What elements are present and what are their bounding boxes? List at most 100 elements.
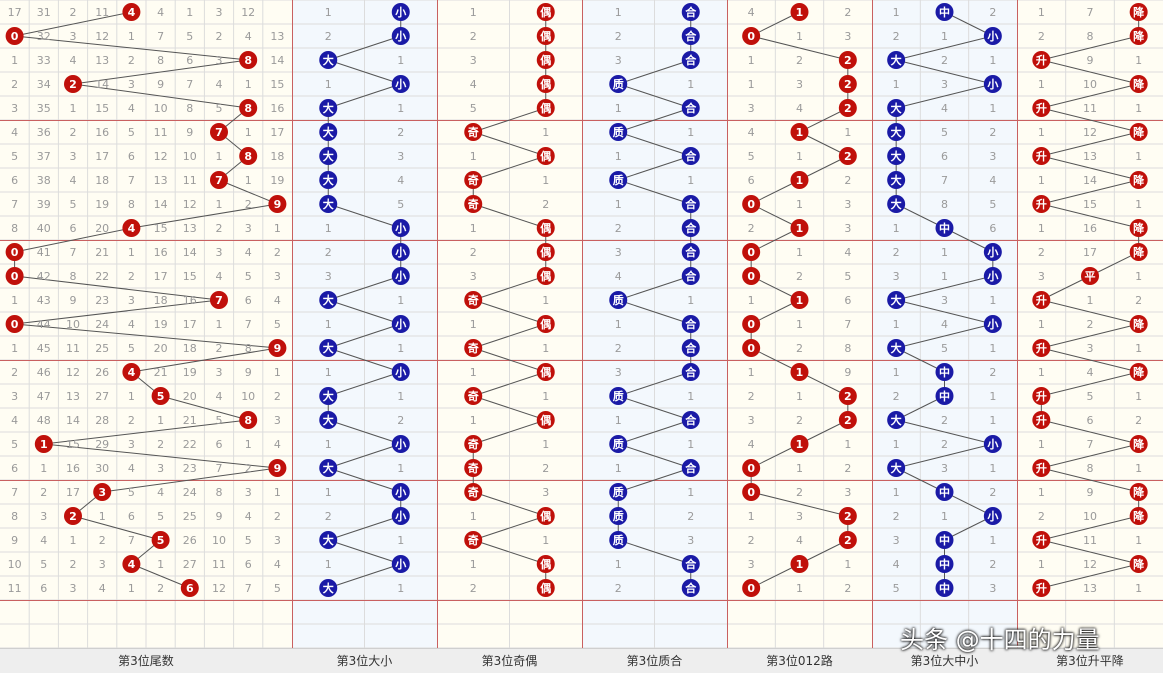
miss-count: 3	[216, 246, 223, 259]
ball	[742, 339, 761, 357]
miss-count: 13	[1083, 582, 1097, 595]
miss-count: 14	[1083, 174, 1097, 187]
miss-count: 2	[157, 582, 164, 595]
ball	[64, 507, 82, 525]
trend-line	[1041, 299, 1139, 325]
miss-count: 3	[70, 582, 77, 595]
ball-label: 2	[844, 54, 852, 67]
trend-line	[328, 563, 401, 589]
ball	[536, 315, 555, 333]
miss-count: 4	[941, 318, 948, 331]
miss-count: 7	[11, 198, 18, 211]
miss-count: 2	[325, 246, 332, 259]
ball	[464, 387, 483, 405]
ball-label: 小	[986, 437, 998, 451]
watermark: 头条 @十四的力量	[900, 626, 1100, 654]
ball	[391, 219, 410, 237]
ball-label: 大	[323, 293, 334, 307]
trend-line	[751, 491, 848, 517]
ball	[239, 51, 258, 69]
ball	[210, 123, 228, 141]
miss-count: 4	[128, 102, 135, 115]
ball-label: 升	[1036, 197, 1047, 211]
miss-count: 30	[95, 462, 109, 475]
ball-label: 升	[1036, 293, 1047, 307]
ball-label: 中	[939, 365, 950, 379]
ball-value: 4	[128, 366, 136, 379]
miss-count: 3	[748, 558, 755, 571]
miss-count: 1	[397, 342, 404, 355]
miss-count: 19	[154, 318, 168, 331]
miss-count: 3	[615, 54, 622, 67]
trend-line	[1041, 539, 1139, 565]
ball	[742, 315, 761, 333]
miss-count: 2	[128, 54, 135, 67]
ball-label: 质	[613, 389, 624, 403]
ball-label: 合	[685, 581, 697, 595]
ball	[887, 171, 906, 189]
ball	[838, 411, 857, 429]
miss-count: 29	[95, 438, 109, 451]
miss-count: 11	[183, 174, 197, 187]
miss-count: 2	[893, 390, 900, 403]
trend-line	[72, 59, 249, 85]
ball	[239, 147, 258, 165]
miss-count: 1	[70, 102, 77, 115]
ball	[887, 291, 906, 309]
ball	[536, 219, 555, 237]
ball-label: 偶	[540, 581, 551, 595]
ball	[239, 411, 258, 429]
miss-count: 2	[1135, 414, 1142, 427]
ball-label: 升	[1036, 581, 1047, 595]
miss-count: 5	[40, 558, 47, 571]
miss-count: 6	[40, 582, 47, 595]
ball-label: 降	[1133, 77, 1145, 91]
ball-label: 0	[747, 462, 755, 475]
ball-label: 0	[747, 198, 755, 211]
miss-count: 1	[1135, 342, 1142, 355]
ball-label: 偶	[540, 77, 551, 91]
miss-count: 11	[8, 582, 22, 595]
ball-label: 小	[394, 245, 406, 259]
miss-count: 2	[70, 6, 77, 19]
ball	[887, 459, 906, 477]
trend-line	[1041, 563, 1139, 589]
miss-count: 7	[186, 78, 193, 91]
ball	[935, 3, 954, 21]
miss-count: 2	[748, 222, 755, 235]
miss-count: 1	[470, 150, 477, 163]
ball	[5, 243, 24, 261]
trend-line	[1041, 323, 1139, 349]
ball	[887, 51, 906, 69]
miss-count: 3	[796, 510, 803, 523]
ball-label: 大	[891, 125, 902, 139]
miss-count: 16	[183, 294, 197, 307]
miss-count: 1	[796, 150, 803, 163]
miss-count: 3	[40, 510, 47, 523]
miss-count: 2	[796, 54, 803, 67]
miss-count: 13	[154, 174, 168, 187]
miss-count: 2	[128, 270, 135, 283]
trend-line	[131, 347, 278, 373]
miss-count: 1	[470, 510, 477, 523]
miss-count: 3	[70, 30, 77, 43]
ball-label: 质	[613, 293, 624, 307]
miss-count: 1	[1135, 198, 1142, 211]
ball-label: 小	[986, 77, 998, 91]
miss-count: 18	[270, 150, 284, 163]
trend-line	[1041, 107, 1139, 133]
miss-count: 5	[128, 126, 135, 139]
miss-count: 5	[748, 150, 755, 163]
miss-count: 3	[216, 54, 223, 67]
miss-count: 8	[70, 270, 77, 283]
trend-line	[896, 83, 993, 109]
ball	[464, 531, 483, 549]
miss-count: 3	[893, 534, 900, 547]
miss-count: 39	[37, 198, 51, 211]
miss-count: 10	[154, 102, 168, 115]
miss-count: 1	[397, 54, 404, 67]
ball	[742, 267, 761, 285]
miss-count: 1	[245, 174, 252, 187]
ball-label: 0	[747, 342, 755, 355]
miss-count: 1	[893, 222, 900, 235]
